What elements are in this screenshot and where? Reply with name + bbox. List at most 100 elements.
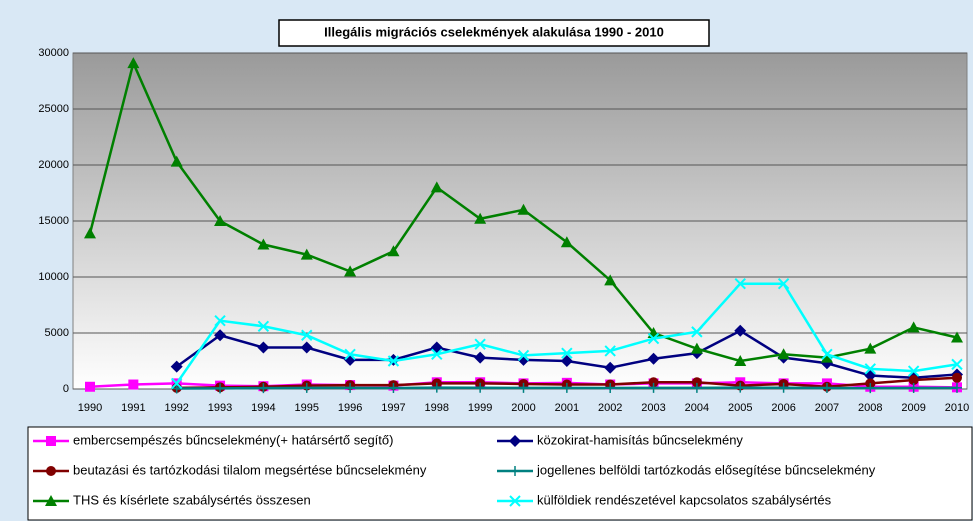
x-tick-label: 1997 [381,402,405,414]
marker [864,342,877,354]
marker [474,351,487,364]
marker [647,352,660,365]
marker [648,377,659,388]
marker [734,355,747,366]
legend-label: beutazási és tartózkodási tilalom megsér… [73,462,427,477]
marker [735,382,746,393]
marker [778,382,789,393]
marker [820,351,833,363]
marker [387,355,400,367]
y-tick-label: 25000 [38,103,69,115]
title-box [278,19,710,47]
marker [734,324,747,337]
marker [474,338,486,350]
marker [908,382,919,393]
marker [170,377,183,390]
x-tick-label: 2000 [511,402,535,414]
y-tick-label: 10000 [38,271,69,283]
marker [821,382,832,393]
marker [257,320,270,332]
x-tick-label: 2008 [858,402,882,414]
marker [300,248,313,260]
marker [691,326,703,338]
x-tick-label: 2005 [728,402,752,414]
marker [777,278,790,290]
x-tick-label: 1995 [295,402,319,414]
marker [951,358,963,371]
legend-label: jogellenes belföldi tartózkodás elősegít… [536,462,876,477]
marker [952,372,962,383]
marker [510,466,520,476]
x-tick-label: 1993 [208,402,232,414]
marker [46,466,56,476]
marker [46,436,56,446]
x-tick-label: 2002 [598,402,622,414]
marker [45,495,57,506]
x-tick-label: 2009 [901,402,925,414]
x-tick-label: 1994 [251,402,275,414]
marker [952,382,962,393]
marker [214,314,226,327]
marker [560,355,573,367]
x-tick-label: 2001 [555,402,579,414]
marker [431,348,443,360]
marker [344,348,356,360]
x-tick-label: 1991 [121,402,145,414]
marker [301,329,313,341]
marker [301,382,312,393]
y-tick-label: 30000 [38,47,69,59]
marker [509,495,521,507]
marker [561,347,573,359]
marker [474,212,487,224]
legend-label: közokirat-hamisítás bűncselekmény [537,432,743,447]
x-tick-label: 1998 [425,402,449,414]
x-tick-label: 2003 [641,402,665,414]
marker [604,274,617,286]
x-tick-label: 1990 [78,402,102,414]
marker [170,360,183,373]
marker [517,353,530,366]
marker [509,435,521,447]
marker [215,383,226,394]
marker [734,278,746,290]
marker [951,331,963,343]
marker [604,345,616,357]
marker [345,382,356,393]
marker [518,382,529,393]
marker [517,349,530,362]
marker [648,382,659,393]
marker [84,227,96,239]
marker [560,236,573,248]
marker [475,382,486,393]
legend-label: embercsempészés bűncselekmény(+ határsér… [73,432,393,447]
x-tick-label: 2004 [685,402,709,414]
legend [27,426,973,521]
chart-title: Illegális migrációs cselekmények alakulá… [324,24,664,39]
marker [605,382,616,393]
marker [821,348,833,360]
marker [604,361,617,374]
marker [387,245,400,257]
legend-label: THS és kísérlete szabálysértés összesen [73,492,311,507]
marker [257,238,270,250]
x-tick-label: 1992 [164,402,188,414]
marker [690,342,703,354]
marker [214,329,227,342]
marker [691,382,702,393]
y-tick-label: 0 [63,383,69,395]
x-tick-label: 2006 [771,402,795,414]
marker [258,383,269,394]
marker [85,381,95,392]
marker [907,321,920,333]
x-tick-label: 1996 [338,402,362,414]
marker [777,348,790,360]
marker [865,383,876,394]
marker [864,363,877,375]
marker [907,365,920,377]
marker [908,375,919,386]
marker [388,382,399,393]
x-tick-label: 1999 [468,402,492,414]
marker [561,382,572,393]
marker [257,341,270,354]
